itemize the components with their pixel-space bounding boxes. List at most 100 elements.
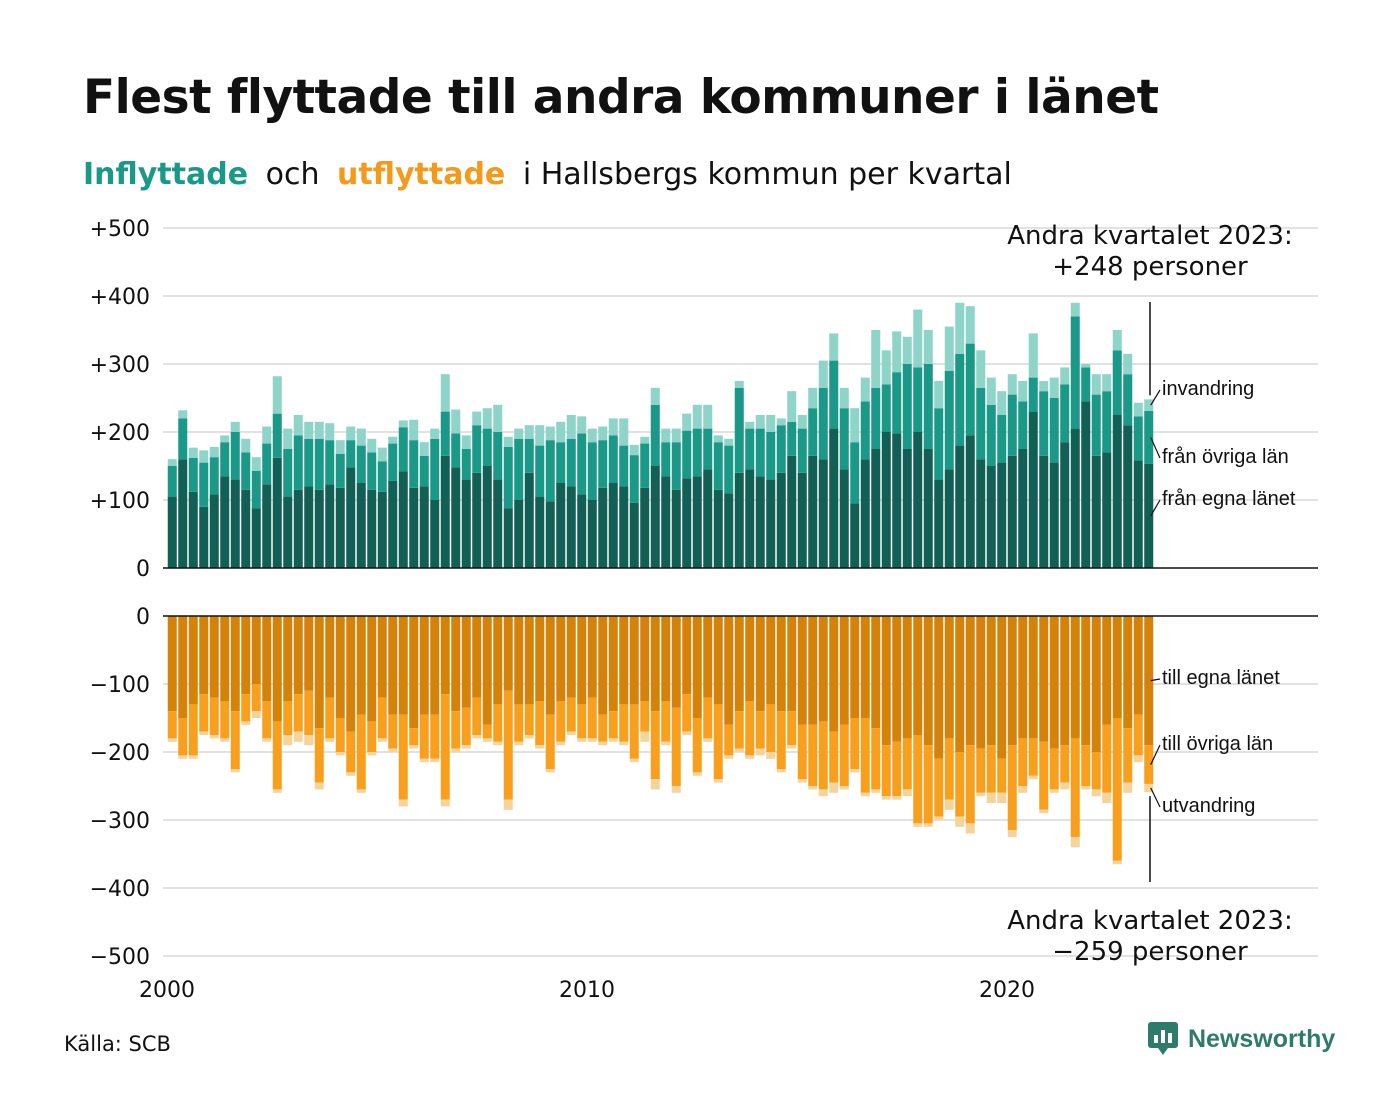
bar-in-segment: [944, 370, 954, 470]
bar-in-segment: [535, 445, 545, 497]
bar-out-segment: [818, 616, 828, 722]
bar-out-segment: [1133, 616, 1143, 715]
bar-out-segment: [262, 616, 272, 701]
bar-in-segment: [545, 501, 555, 568]
bar-out-segment: [199, 731, 209, 735]
bar-out-segment: [850, 769, 860, 773]
bar-out-segment: [703, 697, 713, 739]
bar-out-segment: [251, 684, 261, 712]
bar-in-segment: [1060, 442, 1070, 568]
bar-out-segment: [1070, 837, 1080, 848]
bar-in-segment: [860, 401, 870, 460]
bar-in-segment: [514, 500, 524, 568]
bar-out-segment: [1039, 741, 1049, 810]
bar-out-segment: [566, 731, 576, 735]
bar-out-segment: [745, 755, 755, 759]
bar-out-segment: [1081, 786, 1091, 790]
x-tick-label: 2010: [559, 978, 615, 1003]
bar-in-segment: [335, 487, 345, 568]
bar-out-segment: [892, 796, 902, 800]
bar-out-segment: [608, 711, 618, 739]
bar-out-segment: [503, 799, 513, 810]
bar-out-segment: [1007, 745, 1017, 831]
bar-in-segment: [293, 435, 303, 490]
bar-out-segment: [377, 738, 387, 742]
bar-out-segment: [1144, 616, 1154, 746]
bar-out-segment: [839, 724, 849, 786]
leader-line: [1150, 744, 1161, 765]
bar-out-segment: [377, 616, 387, 698]
bar-in-segment: [524, 425, 534, 439]
bar-out-segment: [188, 755, 198, 759]
bar-in-segment: [251, 457, 261, 471]
y-tick-label: +300: [90, 353, 150, 378]
bar-in-segment: [608, 418, 618, 436]
bar-out-segment: [902, 789, 912, 797]
bar-in-segment: [325, 423, 335, 441]
bar-out-segment: [220, 701, 230, 739]
bar-in-segment: [1144, 463, 1154, 568]
bar-in-segment: [1112, 330, 1122, 351]
bar-in-segment: [1123, 353, 1133, 375]
bar-in-segment: [755, 476, 765, 568]
bar-out-segment: [1018, 786, 1028, 793]
bar-in-segment: [871, 449, 881, 568]
bar-out-segment: [524, 735, 534, 739]
bar-out-segment: [787, 711, 797, 746]
bar-out-segment: [776, 769, 786, 773]
bar-out-segment: [1123, 728, 1133, 783]
bar-out-segment: [997, 616, 1007, 759]
series-label: från egna länet: [1162, 488, 1296, 510]
bar-in-segment: [535, 425, 545, 446]
bar-out-segment: [1144, 745, 1154, 784]
bar-in-segment: [1049, 462, 1059, 568]
bar-out-segment: [398, 714, 408, 800]
bar-in-segment: [724, 493, 734, 568]
bar-out-segment: [409, 728, 419, 746]
bar-out-segment: [692, 772, 702, 776]
bar-in-segment: [178, 459, 188, 568]
bar-in-segment: [640, 436, 650, 444]
bar-out-segment: [986, 792, 996, 803]
bar-in-segment: [388, 480, 398, 568]
bar-out-segment: [661, 616, 671, 701]
series-labels: invandring från övriga län från egna länet…: [1149, 302, 1296, 882]
bar-in-segment: [167, 496, 177, 568]
bar-out-segment: [440, 799, 450, 807]
bar-in-segment: [493, 404, 503, 432]
newsworthy-logo-icon: [1148, 1022, 1178, 1055]
bar-out-segment: [514, 704, 524, 742]
bar-in-segment: [251, 470, 261, 509]
bar-out-segment: [377, 697, 387, 739]
bar-out-segment: [440, 694, 450, 800]
bar-out-segment: [1028, 775, 1038, 780]
y-tick-label: −200: [90, 741, 150, 766]
bar-out-segment: [356, 789, 366, 793]
bar-in-segment: [692, 404, 702, 429]
bar-out-segment: [703, 616, 713, 698]
leader-line: [1150, 678, 1161, 682]
bar-in-segment: [1133, 416, 1143, 461]
bar-out-segment: [535, 701, 545, 746]
bar-out-segment: [787, 745, 797, 749]
bar-out-segment: [1049, 748, 1059, 790]
bar-out-segment: [755, 616, 765, 712]
bar-in-segment: [787, 455, 797, 568]
bar-out-segment: [556, 616, 566, 701]
bar-out-segment: [692, 718, 702, 773]
bar-in-segment: [797, 428, 807, 473]
bar-in-segment: [230, 479, 240, 568]
bar-out-segment: [472, 697, 482, 735]
bar-out-segment: [1081, 745, 1091, 786]
bar-out-segment: [871, 728, 881, 790]
bar-out-segment: [1133, 755, 1143, 763]
subtitle-inflyttade: Inflyttade: [83, 157, 249, 192]
bar-out-segment: [671, 616, 681, 708]
axes: +500 +400 +300 +200 +100 0 0 −100 −200 −300 −400 −5…: [90, 217, 1318, 1003]
bar-out-segment: [167, 738, 177, 742]
bar-out-segment: [734, 616, 744, 712]
bar-out-segment: [892, 616, 902, 742]
y-tick-label: +200: [90, 421, 150, 446]
bar-in-segment: [892, 433, 902, 568]
bar-out-segment: [1060, 782, 1070, 790]
